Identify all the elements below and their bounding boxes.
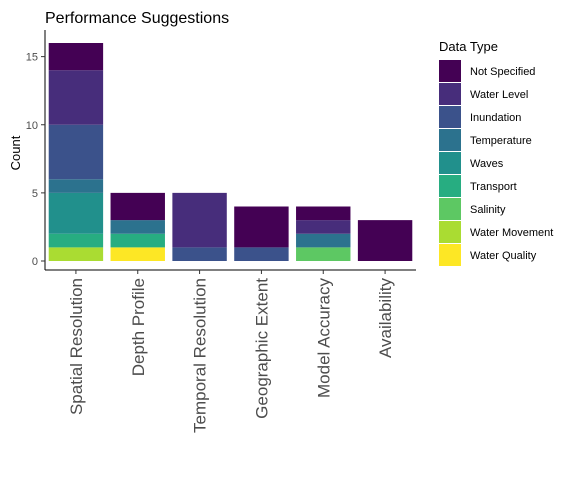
legend-swatch [439, 152, 461, 174]
bar-segment-water-level [296, 220, 351, 234]
bar-segment-not-specified [296, 206, 351, 221]
y-tick-label: 5 [32, 188, 38, 200]
bar-segment-water-movement [48, 247, 104, 261]
legend-title: Data Type [439, 39, 498, 54]
x-tick-label: Availability [376, 278, 395, 359]
bars-group [48, 43, 413, 261]
axes-group: 0 5 10 15 Spatial Resolution Depth Profile Tem… [26, 30, 416, 433]
x-tick-label: Geographic Extent [252, 278, 271, 419]
legend-swatch [439, 83, 461, 105]
legend-label: Water Quality [470, 250, 537, 262]
legend-label: Water Movement [470, 227, 553, 239]
legend-swatch [439, 106, 461, 128]
bar-segment-not-specified [234, 206, 289, 248]
legend-label: Temperature [470, 135, 532, 147]
chart-title: Performance Suggestions [45, 10, 229, 27]
y-tick-label: 15 [26, 52, 38, 64]
bar-segment-temperature [296, 233, 351, 248]
x-tick-label: Model Accuracy [314, 278, 333, 398]
legend-swatch [439, 129, 461, 151]
bar-segment-temperature [48, 179, 104, 193]
bar-segment-water-level [172, 192, 227, 248]
legend: Data Type Not Specified Water Level Inunda… [439, 39, 553, 266]
legend-label: Inundation [470, 112, 521, 124]
y-tick-label: 10 [26, 120, 38, 132]
legend-label: Waves [470, 158, 504, 170]
bar-segment-inundation [48, 124, 104, 180]
legend-label: Salinity [470, 204, 506, 216]
bar-segment-not-specified [110, 192, 165, 221]
y-tick-label: 0 [32, 256, 38, 268]
legend-swatch [439, 221, 461, 243]
legend-label: Transport [470, 181, 517, 193]
bar-segment-waves [48, 192, 104, 234]
bar-segment-inundation [234, 247, 289, 261]
bar-segment-not-specified [48, 43, 104, 71]
y-axis-label: Count [8, 135, 23, 170]
bar-segment-temperature [110, 220, 165, 234]
x-tick-label: Depth Profile [129, 278, 148, 376]
x-tick-label: Temporal Resolution [191, 278, 210, 433]
legend-swatch [439, 244, 461, 266]
bar-segment-not-specified [357, 220, 413, 261]
legend-label: Not Specified [470, 66, 535, 78]
bar-segment-transport [48, 233, 104, 248]
x-tick-label: Spatial Resolution [67, 278, 86, 415]
legend-swatch [439, 175, 461, 197]
bar-segment-water-quality [110, 247, 165, 261]
bar-segment-transport [110, 233, 165, 248]
bar-segment-water-level [48, 70, 104, 125]
bar-segment-inundation [172, 247, 227, 261]
bar-segment-salinity [296, 247, 351, 261]
legend-swatch [439, 60, 461, 82]
legend-label: Water Level [470, 89, 528, 101]
legend-swatch [439, 198, 461, 220]
